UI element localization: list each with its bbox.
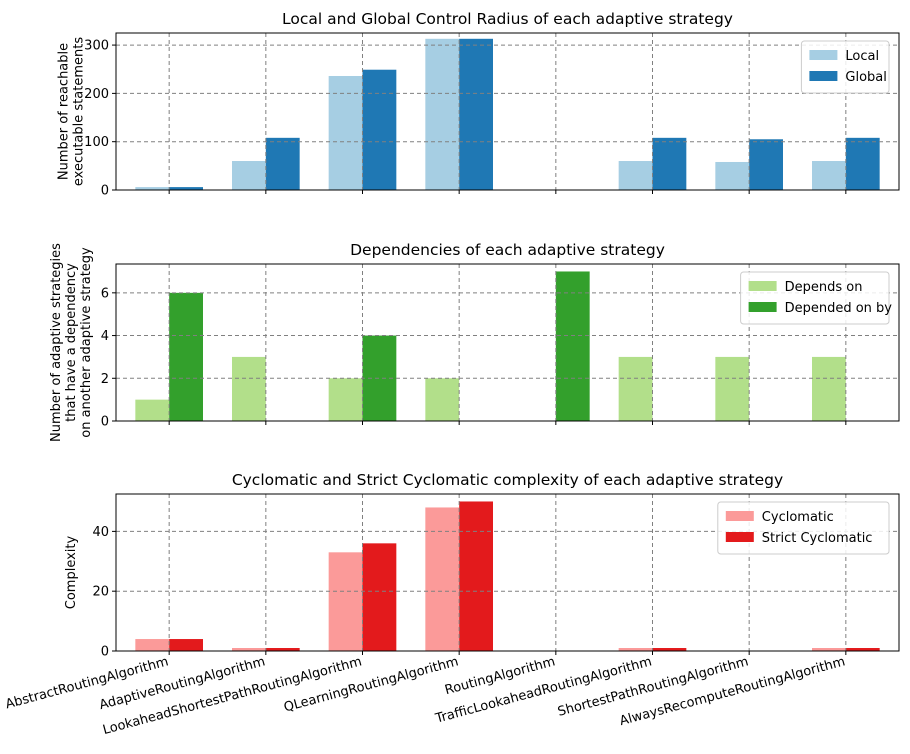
bar-1-b-6 — [749, 139, 783, 190]
legend-swatch — [725, 511, 754, 521]
chart-title: Local and Global Control Radius of each … — [282, 10, 733, 28]
legend-swatch — [809, 71, 838, 81]
bar-2-a-1 — [232, 356, 266, 421]
bar-1-a-1 — [232, 161, 266, 190]
y-axis-label: executable statements — [72, 37, 87, 186]
legend-swatch — [725, 532, 754, 542]
x-category-label: AbstractRoutingAlgorithm — [4, 654, 170, 712]
bar-1-b-3 — [459, 38, 493, 191]
y-tick-label: 0 — [101, 415, 109, 430]
bar-3-b-5 — [652, 648, 687, 651]
legend-label: Strict Cyclomatic — [762, 531, 873, 546]
axes-frame — [115, 263, 900, 422]
legend-label: Local — [845, 49, 879, 64]
bar-3-a-5 — [618, 648, 653, 651]
legend-swatch — [748, 281, 777, 291]
bar-1-b-7 — [845, 137, 880, 190]
bar-1-a-5 — [618, 161, 653, 190]
legend-box — [717, 501, 890, 555]
bar-2-a-3 — [425, 378, 460, 421]
bar-1-a-2 — [328, 75, 363, 190]
bar-3-b-1 — [265, 648, 300, 651]
y-tick-label: 2 — [101, 372, 109, 387]
bar-1-a-0 — [135, 187, 170, 190]
bar-2-b-0 — [169, 292, 203, 421]
legend-label: Global — [845, 70, 886, 85]
legend-label: Cyclomatic — [762, 510, 834, 525]
axes-frame — [115, 493, 900, 652]
chart-title: Cyclomatic and Strict Cyclomatic complex… — [232, 471, 783, 489]
legend-swatch — [809, 50, 838, 60]
bar-2-b-4 — [555, 271, 590, 421]
chart-panel-3: 0 20 40 Cyclomatic and Strict Cyclomatic co… — [64, 471, 900, 660]
chart-panel-1: 0 100 200 300 Local and Global Control Radiu… — [57, 10, 900, 199]
y-tick-label: 200 — [84, 87, 109, 102]
bar-2-a-5 — [618, 356, 653, 421]
bar-3-b-0 — [169, 639, 203, 651]
y-axis-label: Number of reachable — [57, 43, 72, 180]
bar-3-a-3 — [425, 507, 460, 651]
bar-2-a-6 — [715, 356, 750, 421]
legend-label: Depended on by — [785, 301, 893, 316]
y-tick-label: 300 — [84, 39, 109, 54]
axes-frame — [115, 32, 900, 191]
y-axis-label: that have a dependency — [64, 263, 79, 422]
y-axis-label: on another adaptive strategy — [79, 247, 94, 438]
y-tick-label: 100 — [84, 135, 109, 150]
y-tick-label: 6 — [101, 286, 109, 301]
legend-label: Depends on — [785, 280, 863, 295]
bar-1-a-6 — [715, 161, 750, 190]
legend-swatch — [748, 302, 777, 312]
bar-3-a-2 — [328, 552, 363, 651]
bar-3-b-2 — [362, 543, 397, 651]
y-tick-label: 20 — [92, 585, 109, 600]
bar-1-b-0 — [169, 187, 203, 190]
y-tick-label: 0 — [101, 645, 109, 660]
bar-1-b-2 — [362, 69, 397, 190]
bar-2-a-0 — [135, 399, 170, 421]
legend-box — [740, 271, 890, 325]
y-axis-label: Number of adaptive strategies — [49, 243, 64, 442]
y-tick-label: 0 — [101, 184, 109, 199]
bar-3-a-0 — [135, 639, 170, 651]
bar-2-a-2 — [328, 378, 363, 421]
x-category-label: QLearningRoutingAlgorithm — [282, 654, 460, 715]
bar-3-a-1 — [232, 648, 266, 651]
bar-3-b-7 — [845, 648, 880, 651]
bar-1-b-5 — [652, 137, 687, 190]
chart-panel-2: 0 2 4 6 Dependencies of each adaptive strate… — [49, 241, 900, 442]
bar-3-b-3 — [459, 501, 493, 651]
y-axis-label: Complexity — [64, 535, 79, 609]
bar-1-a-7 — [812, 161, 846, 190]
bar-2-a-7 — [812, 356, 846, 421]
chart-title: Dependencies of each adaptive strategy — [350, 241, 665, 259]
y-tick-label: 40 — [92, 525, 109, 540]
bar-1-b-1 — [265, 137, 300, 190]
y-tick-label: 4 — [101, 329, 109, 344]
bar-3-a-7 — [812, 648, 846, 651]
bar-1-a-3 — [425, 38, 460, 191]
